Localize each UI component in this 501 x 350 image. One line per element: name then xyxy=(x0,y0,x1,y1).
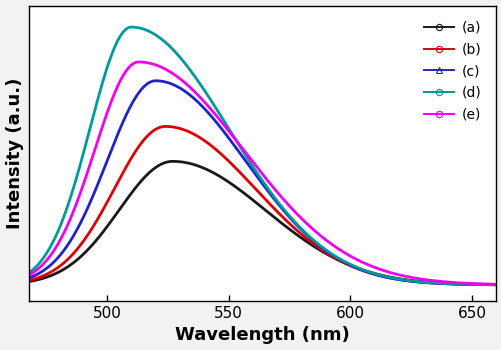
X-axis label: Wavelength (nm): Wavelength (nm) xyxy=(175,327,350,344)
Y-axis label: Intensity (a.u.): Intensity (a.u.) xyxy=(6,78,24,229)
Legend: (a), (b), (c), (d), (e): (a), (b), (c), (d), (e) xyxy=(415,13,488,130)
